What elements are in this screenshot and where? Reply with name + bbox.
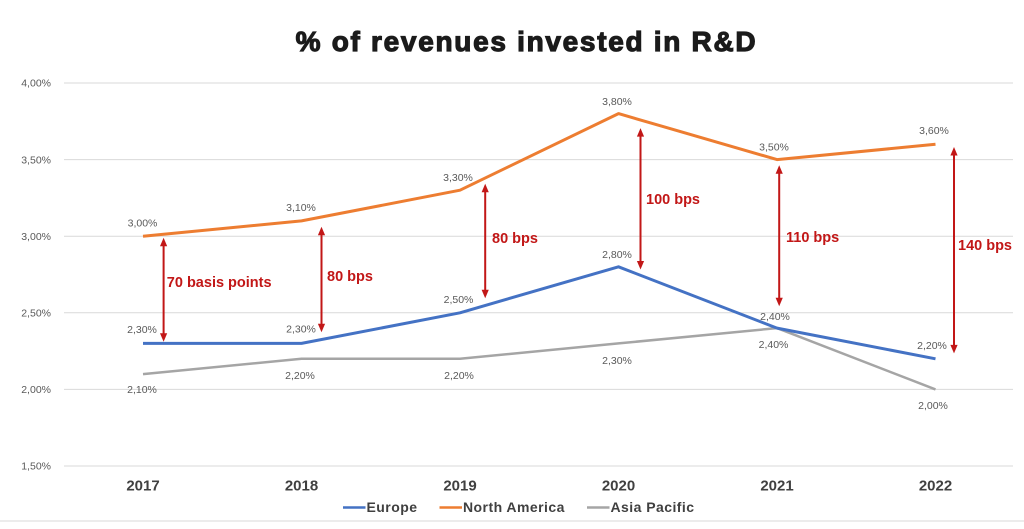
svg-text:2,80%: 2,80% — [602, 249, 632, 261]
svg-text:2,40%: 2,40% — [759, 339, 789, 351]
svg-text:3,10%: 3,10% — [286, 202, 316, 214]
svg-text:80 bps: 80 bps — [492, 231, 538, 247]
svg-text:3,00%: 3,00% — [128, 217, 158, 229]
svg-text:2022: 2022 — [919, 478, 952, 495]
svg-text:2,20%: 2,20% — [444, 370, 474, 382]
svg-text:2,00%: 2,00% — [918, 400, 948, 412]
svg-text:2021: 2021 — [760, 478, 793, 495]
svg-text:North America: North America — [463, 499, 565, 515]
svg-text:2,30%: 2,30% — [286, 323, 316, 335]
svg-text:2,30%: 2,30% — [602, 355, 632, 367]
svg-text:3,00%: 3,00% — [21, 231, 51, 243]
svg-text:2020: 2020 — [602, 478, 635, 495]
svg-text:2,20%: 2,20% — [285, 370, 315, 382]
svg-text:140 bps: 140 bps — [958, 238, 1012, 254]
svg-text:Europe: Europe — [367, 499, 418, 515]
svg-text:2,50%: 2,50% — [444, 294, 474, 306]
svg-text:2,20%: 2,20% — [917, 340, 947, 352]
svg-text:2,30%: 2,30% — [127, 324, 157, 336]
svg-text:4,00%: 4,00% — [21, 78, 51, 90]
svg-text:100 bps: 100 bps — [646, 192, 700, 208]
svg-text:Asia Pacific: Asia Pacific — [611, 499, 695, 515]
svg-text:2,00%: 2,00% — [21, 384, 51, 396]
svg-text:70 basis points: 70 basis points — [167, 275, 272, 291]
svg-text:1,50%: 1,50% — [21, 461, 51, 473]
svg-text:2018: 2018 — [285, 478, 318, 495]
svg-text:2,50%: 2,50% — [21, 308, 51, 320]
svg-text:110 bps: 110 bps — [786, 230, 839, 246]
svg-text:3,50%: 3,50% — [21, 154, 51, 166]
svg-text:3,50%: 3,50% — [759, 141, 789, 153]
svg-text:3,80%: 3,80% — [602, 96, 632, 108]
svg-text:2,40%: 2,40% — [760, 311, 790, 323]
svg-text:3,30%: 3,30% — [443, 172, 473, 184]
svg-text:3,60%: 3,60% — [919, 125, 949, 137]
svg-text:2017: 2017 — [126, 478, 159, 495]
svg-text:2019: 2019 — [443, 478, 476, 495]
svg-text:80 bps: 80 bps — [327, 269, 373, 285]
svg-text:2,10%: 2,10% — [127, 384, 157, 396]
